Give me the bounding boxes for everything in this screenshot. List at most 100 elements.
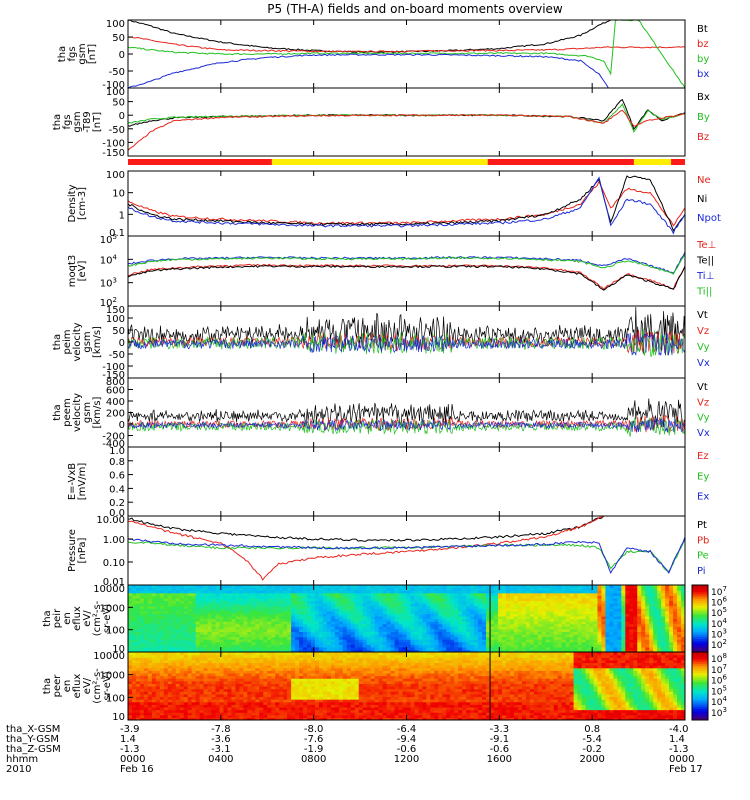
heatmap-cell	[517, 608, 523, 612]
heatmap-cell	[597, 600, 603, 604]
heatmap-cell	[239, 615, 244, 620]
heatmap-cell	[354, 590, 360, 594]
panel-plot-area	[128, 175, 685, 235]
heatmap-cell	[422, 610, 427, 614]
heatmap-cell	[255, 704, 260, 708]
heatmap-cell	[207, 667, 213, 671]
heatmap-cell	[171, 667, 177, 671]
heatmap-cell	[322, 595, 328, 599]
heatmap-cell	[139, 610, 145, 614]
heatmap-cell	[243, 672, 248, 677]
heatmap-cell	[314, 610, 320, 614]
heatmap-cell	[446, 636, 451, 640]
y-tick-label: 0.4	[109, 484, 125, 495]
heatmap-cell	[430, 641, 435, 645]
heatmap-cell	[529, 608, 535, 612]
heatmap-cell	[541, 636, 547, 640]
heatmap-cell	[211, 704, 217, 708]
heatmap-cell	[191, 709, 197, 713]
heatmap-cell	[143, 709, 149, 713]
heatmap-cell	[199, 678, 205, 682]
heatmap-cell	[263, 665, 268, 669]
heatmap-cell	[414, 621, 420, 625]
heatmap-cell	[653, 633, 658, 638]
heatmap-cell	[434, 592, 439, 596]
heatmap-cell	[362, 633, 368, 638]
heatmap-cell	[613, 613, 618, 617]
heatmap-cell	[287, 590, 292, 594]
heatmap-cell	[203, 675, 209, 679]
heatmap-cell	[227, 641, 233, 645]
heatmap-cell	[271, 709, 276, 713]
heatmap-cell	[223, 667, 229, 671]
heatmap-cell	[525, 597, 531, 602]
heatmap-cell	[287, 605, 292, 609]
heatmap-cell	[430, 608, 435, 612]
heatmap-cell	[617, 595, 622, 599]
heatmap-cell	[573, 605, 579, 609]
heatmap-cell	[151, 706, 157, 711]
heatmap-cell	[175, 587, 181, 591]
heatmap-cell	[219, 696, 225, 700]
heatmap-cell	[235, 696, 240, 700]
heatmap-cell	[621, 646, 626, 651]
heatmap-cell	[426, 610, 431, 614]
heatmap-cell	[271, 597, 276, 602]
heatmap-cell	[179, 639, 185, 643]
heatmap-cell	[366, 628, 372, 632]
heatmap-cell	[227, 709, 233, 713]
heatmap-cell	[382, 626, 388, 630]
heatmap-cell	[378, 605, 384, 609]
heatmap-cell	[641, 613, 646, 617]
heatmap-cell	[243, 652, 248, 656]
heatmap-cell	[163, 641, 169, 645]
heatmap-cell	[430, 590, 435, 594]
heatmap-cell	[251, 652, 256, 656]
heatmap-cell	[195, 597, 201, 602]
heatmap-cell	[406, 633, 412, 638]
legend-entry-Pi: Pi	[697, 566, 706, 577]
heatmap-cell	[235, 587, 240, 591]
heatmap-cell	[565, 639, 571, 643]
heatmap-cell	[362, 644, 368, 648]
heatmap-cell	[223, 592, 229, 596]
heatmap-cell	[322, 626, 328, 630]
heatmap-cell	[251, 686, 256, 690]
heatmap-cell	[251, 693, 256, 698]
heatmap-cell	[279, 608, 284, 612]
heatmap-cell	[191, 652, 197, 656]
heatmap-cell	[521, 621, 527, 625]
heatmap-cell	[311, 628, 316, 632]
heatmap-cell	[279, 628, 284, 632]
heatmap-cell	[641, 592, 646, 596]
heatmap-cell	[577, 605, 583, 609]
heatmap-cell	[191, 717, 197, 720]
heatmap-cell	[128, 686, 133, 690]
heatmap-cell	[207, 628, 213, 632]
heatmap-cell	[454, 590, 459, 594]
heatmap-cell	[171, 693, 177, 698]
heatmap-cell	[346, 626, 352, 630]
heatmap-cell	[406, 644, 412, 648]
heatmap-cell	[239, 621, 244, 625]
heatmap-cell	[167, 603, 173, 607]
heatmap-cell	[494, 605, 499, 609]
heatmap-cell	[171, 686, 177, 690]
heatmap-cell	[239, 631, 244, 635]
heatmap-cell	[418, 646, 424, 651]
heatmap-cell	[350, 603, 356, 607]
heatmap-cell	[601, 610, 607, 614]
heatmap-cell	[223, 610, 229, 614]
heatmap-cell	[673, 595, 678, 599]
heatmap-cell	[597, 626, 603, 630]
heatmap-cell	[677, 587, 682, 591]
heatmap-cell	[434, 628, 439, 632]
heatmap-cell	[486, 623, 491, 627]
heatmap-cell	[167, 670, 173, 674]
heatmap-cell	[239, 686, 244, 690]
heatmap-cell	[139, 615, 145, 620]
heatmap-cell	[537, 644, 543, 648]
heatmap-cell	[167, 597, 173, 602]
heatmap-cell	[219, 621, 225, 625]
heatmap-cell	[629, 618, 634, 622]
